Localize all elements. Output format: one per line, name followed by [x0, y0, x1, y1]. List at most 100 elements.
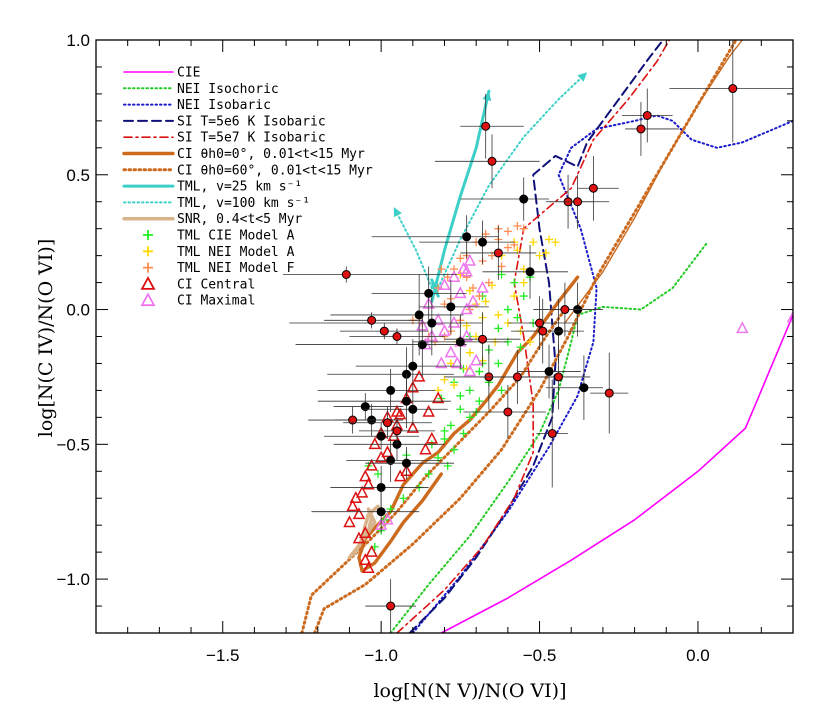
plus-marker-tml-nei-model-f	[456, 254, 465, 263]
observation-black-point	[579, 383, 589, 393]
plus-marker-tml-cie-model-a	[465, 413, 474, 422]
plus-marker-tml-nei-model-f	[503, 227, 512, 236]
ci-central-marker	[359, 526, 372, 539]
ci-maximal-marker	[469, 353, 483, 366]
ci-central-marker	[359, 469, 372, 482]
x-tick-label: −1.5	[206, 646, 240, 665]
x-tick-label: −0.5	[523, 646, 557, 665]
observation-red-point	[348, 415, 358, 425]
ci-maximal-marker	[431, 313, 445, 326]
plus-marker-tml-cie-model-a	[450, 445, 459, 454]
ci-central-marker	[374, 450, 388, 463]
plus-marker-tml-nei-model-f	[469, 283, 478, 292]
observation-red-point	[392, 426, 402, 436]
ci-maximal-marker	[460, 302, 473, 315]
ci-maximal-marker	[450, 356, 464, 369]
series-line-ci-thin-track	[564, 40, 743, 324]
legend-item-si-t-5e6-k-isobaric-label: SI T=5e6 K Isobaric	[177, 114, 326, 129]
plus-marker-tml-cie-model-a	[494, 324, 503, 333]
plus-marker-tml-nei-model-a	[481, 297, 490, 306]
observation-black-point	[376, 431, 386, 441]
arrowhead-tml-v-100-km-s-left	[393, 207, 402, 218]
observation-red-point	[547, 429, 557, 439]
observation-black-point	[424, 288, 434, 298]
legend-item-tml-v-100-km-s-label: TML, v=100 km s⁻¹	[177, 196, 310, 211]
observation-black-point	[360, 402, 370, 412]
plus-marker-tml-nei-model-a	[545, 235, 554, 244]
legend-item-snr-0-4-t-5-myr-label: SNR, 0.4<t<5 Myr	[177, 212, 302, 227]
legend-item-ci-maximal-swatch	[140, 292, 156, 307]
plus-marker-tml-cie-model-a	[399, 494, 408, 503]
ci-maximal-marker	[447, 315, 461, 328]
ci-central-marker	[365, 545, 378, 557]
plus-marker-tml-cie-model-a	[456, 391, 465, 400]
observation-red-point	[560, 305, 570, 315]
plus-marker-tml-nei-model-a	[526, 337, 535, 346]
observation-black-point	[401, 458, 411, 468]
ci-maximal-marker	[447, 270, 461, 282]
ci-maximal-marker	[438, 278, 451, 291]
ci-central-marker	[352, 507, 366, 520]
plus-marker-tml-nei-model-f	[437, 265, 446, 274]
observation-red-point	[493, 248, 503, 258]
observation-black-point	[408, 404, 418, 414]
series-line-nei-isochoric	[389, 241, 709, 633]
ci-central-marker	[431, 391, 445, 404]
observation-red-point	[728, 84, 738, 94]
ci-central-marker	[352, 531, 366, 544]
series-line-snr-0-4-t-5-myr	[347, 504, 380, 560]
ci-maximal-marker	[476, 280, 489, 293]
plus-marker-tml-cie-model-a	[475, 367, 484, 376]
observation-black-point	[414, 310, 424, 320]
y-tick-label: −1.0	[56, 570, 90, 589]
y-tick-label: 0.0	[66, 301, 90, 320]
ci-maximal-marker	[463, 364, 477, 377]
plus-marker-tml-nei-model-a	[535, 251, 544, 260]
ci-central-marker	[419, 442, 432, 455]
ci-central-marker	[393, 407, 407, 420]
plus-marker-tml-nei-model-f	[475, 292, 484, 301]
observation-black-point	[525, 267, 535, 277]
axes: −1.5 −1.0 −0.5 0.0 −1.0 −0.5 0.0 0.5 1.0	[56, 31, 794, 665]
ci-central-marker	[355, 485, 369, 498]
ci-maximal-marker	[438, 323, 451, 336]
observation-black-point	[376, 507, 386, 517]
series-line-tml-v-100-km-s-left	[392, 206, 433, 289]
legend-item-si-t-5e7-k-isobaric-label: SI T=5e7 K Isobaric	[177, 131, 326, 146]
series-line-ci-h0-60-0-01-t-15-myr	[300, 308, 567, 633]
plus-marker-tml-cie-model-a	[373, 469, 382, 478]
plus-marker-tml-nei-model-f	[497, 262, 506, 271]
series-line-ci-h0-0-0-01-t-15-myr	[357, 275, 580, 573]
plus-marker-tml-nei-model-f	[513, 221, 522, 230]
plus-marker-tml-nei-model-f	[503, 243, 512, 252]
series-line-tml-v-25-km-s	[430, 89, 491, 303]
observation-red-point	[379, 326, 389, 336]
plus-marker-tml-nei-model-a	[541, 248, 550, 257]
legend-item-tml-cie-model-a-swatch	[143, 230, 153, 240]
observation-red-point	[392, 332, 402, 341]
observation-red-point	[386, 601, 396, 611]
ci-central-marker	[406, 421, 420, 433]
ci-central-marker	[343, 515, 356, 528]
plus-marker-tml-cie-model-a	[494, 359, 503, 368]
observation-red-point	[554, 372, 564, 382]
legend-item-ci-h0-0-0-01-t-15-myr-label: CI θh0=0°, 0.01<t<15 Myr	[177, 147, 365, 162]
observation-red-point	[382, 418, 392, 428]
plus-marker-tml-cie-model-a	[440, 434, 449, 443]
plus-marker-tml-nei-model-a	[494, 310, 503, 319]
plus-marker-tml-cie-model-a	[446, 421, 455, 430]
ci-central-marker	[387, 429, 401, 441]
ci-maximal-marker	[381, 512, 394, 525]
ci-maximal-marker	[466, 294, 480, 307]
ci-maximal-marker	[463, 253, 477, 266]
observation-black-point	[519, 194, 529, 204]
plus-marker-tml-nei-model-a	[529, 238, 538, 247]
plus-marker-tml-nei-model-f	[462, 273, 471, 282]
plus-marker-tml-nei-model-a	[519, 278, 528, 287]
observation-layer	[282, 40, 793, 633]
observation-black-point	[401, 396, 411, 406]
y-tick-label: 1.0	[66, 31, 90, 50]
observation-red-point	[503, 407, 513, 417]
legend-item-ci-h0-60-0-01-t-15-myr-label: CI θh0=60°, 0.01<t<15 Myr	[177, 163, 373, 178]
